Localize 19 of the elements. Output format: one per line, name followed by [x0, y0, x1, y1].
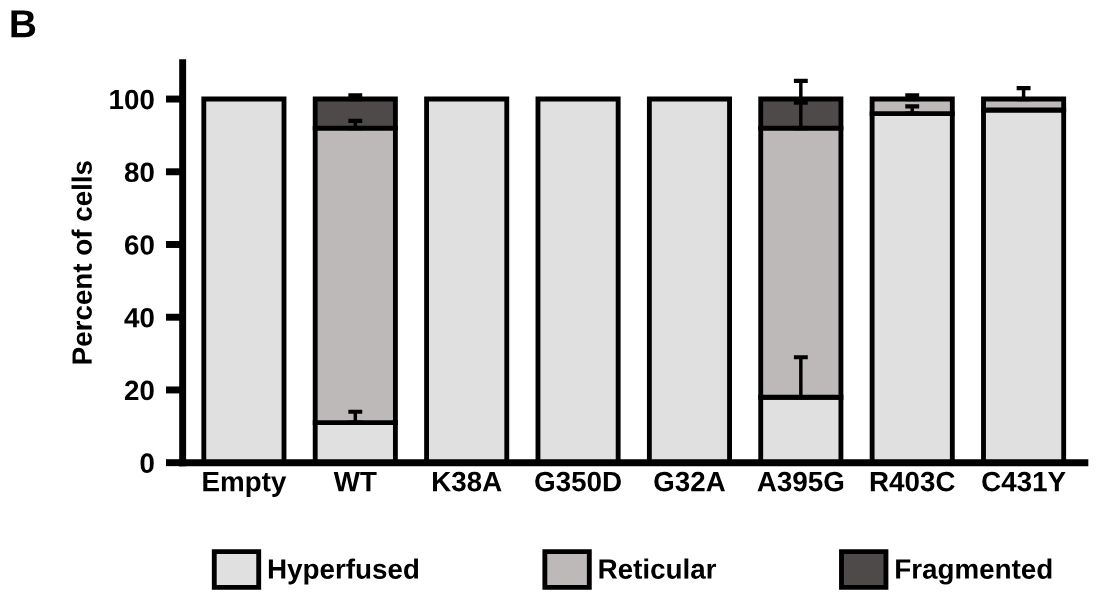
legend-label: Reticular: [599, 558, 717, 579]
y-tick-label: 0: [140, 453, 154, 474]
x-tick-label: Empty: [203, 472, 287, 497]
y-tick-label: 100: [110, 89, 154, 110]
x-tick-label: K38A: [433, 471, 502, 492]
x-tick-label: C431Y: [982, 471, 1066, 492]
y-tick-label: 80: [124, 162, 154, 183]
x-tick-label: G32A: [654, 471, 725, 492]
y-axis-title: Percent of cells: [71, 161, 92, 364]
text: B: [11, 10, 36, 38]
y-tick-label: 20: [124, 380, 154, 401]
legend-label: Fragmented: [896, 558, 1052, 585]
legend-label: Hyperfused: [268, 558, 419, 585]
x-tick-label: A395G: [757, 471, 844, 492]
x-tick-label: WT: [333, 472, 377, 492]
y-tick-label: 60: [125, 235, 154, 255]
x-tick-label: G350D: [535, 471, 621, 492]
x-tick-label: R403C: [870, 471, 955, 492]
y-tick-label: 40: [124, 307, 154, 328]
